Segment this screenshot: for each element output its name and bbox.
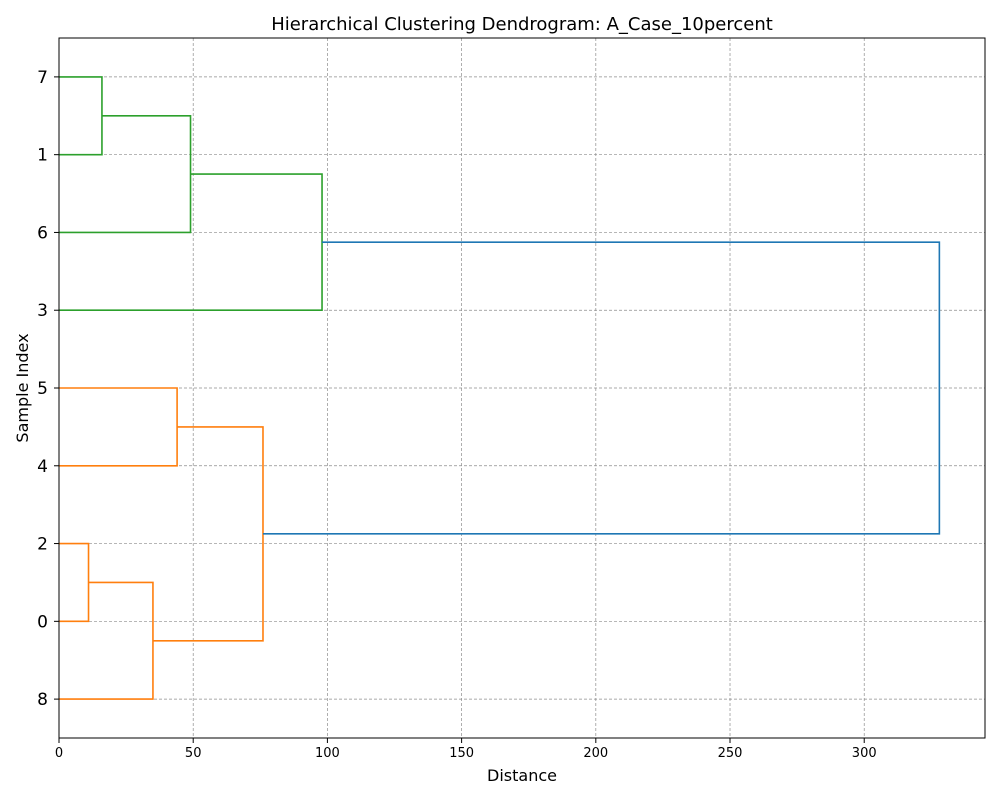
x-tick-label: 0	[55, 746, 63, 761]
x-tick-label: 250	[718, 746, 743, 761]
leaf-label: 1	[37, 146, 48, 166]
leaf-label: 0	[37, 612, 48, 632]
grid-lines	[58, 38, 985, 738]
y-axis-ticks: 8 0 2 4 5 3 6 1 7	[37, 68, 59, 710]
x-tick-label: 150	[449, 746, 474, 761]
x-axis-ticks: 0 50 100 150 200 250 300	[55, 738, 877, 761]
leaf-label: 3	[37, 301, 48, 321]
x-axis-label: Distance	[487, 766, 557, 785]
leaf-label: 8	[37, 690, 48, 710]
dendrogram-link	[59, 114, 192, 234]
leaf-label: 2	[37, 535, 48, 555]
dendrogram-link	[59, 387, 178, 467]
x-tick-label: 100	[315, 746, 340, 761]
dendrogram-links	[59, 76, 941, 700]
dendrogram-link	[59, 581, 154, 700]
x-tick-label: 50	[185, 746, 202, 761]
chart-title: Hierarchical Clustering Dendrogram: A_Ca…	[271, 14, 773, 35]
x-tick-label: 300	[852, 746, 877, 761]
dendrogram-link	[152, 426, 264, 642]
y-axis-label: Sample Index	[13, 333, 32, 442]
leaf-label: 4	[37, 457, 48, 477]
leaf-label: 6	[37, 223, 48, 243]
dendrogram-link	[59, 542, 90, 623]
leaf-label: 5	[37, 379, 48, 399]
dendrogram-link	[59, 76, 103, 156]
dendrogram-link	[262, 241, 941, 535]
x-tick-label: 200	[583, 746, 608, 761]
leaf-label: 7	[37, 68, 48, 88]
